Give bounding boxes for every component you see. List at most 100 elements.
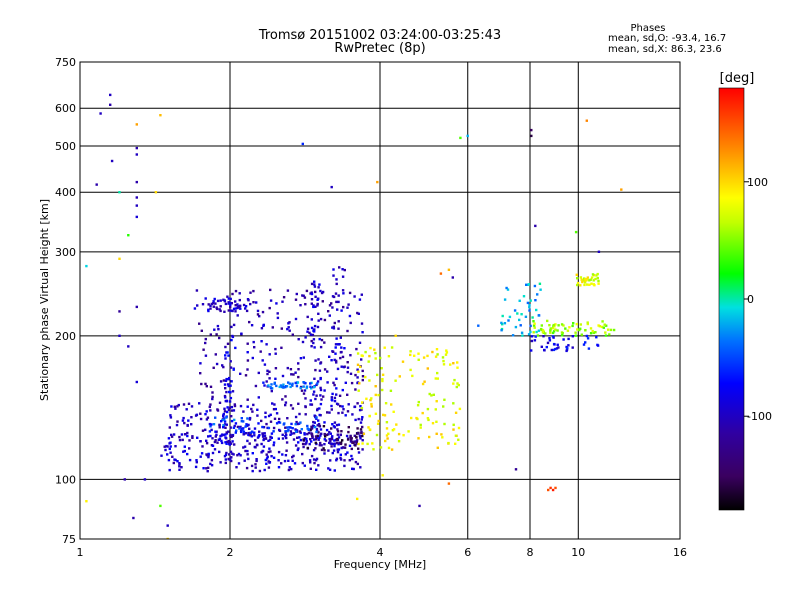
data-point [324,439,328,442]
data-point [319,441,322,445]
data-point [576,328,579,331]
data-point [441,436,444,439]
data-point [307,431,311,435]
data-point [376,422,380,425]
data-point [302,381,305,384]
data-point [608,333,611,336]
data-point [248,427,251,430]
data-point [370,397,373,400]
data-point [329,432,332,435]
data-point [333,396,337,400]
data-point [518,299,521,302]
data-point [295,429,299,432]
data-point [295,420,298,424]
data-point [546,341,550,345]
data-point [265,462,268,465]
data-point [228,390,231,394]
data-point [595,336,598,339]
y-tick-label: 750 [55,56,76,69]
data-point [426,367,429,370]
data-point [349,354,352,357]
data-point [356,311,359,315]
data-point [333,469,336,472]
data-point [257,396,260,399]
data-point [222,426,225,429]
data-point [520,331,524,334]
data-point [361,401,364,404]
data-point [507,319,510,322]
data-point [220,439,223,443]
data-point [292,373,295,376]
data-point [234,300,237,303]
data-point [202,348,205,351]
data-point [335,278,338,281]
data-point [330,404,333,408]
data-point [178,462,181,466]
data-point [527,333,531,336]
data-point [214,430,217,433]
data-point [224,436,227,439]
data-point [210,428,213,432]
data-point [211,302,215,305]
data-point [579,284,582,287]
data-point [607,328,610,331]
data-point [451,276,454,279]
data-point [311,436,314,440]
data-point [223,407,226,410]
data-point [417,352,420,355]
data-point [251,469,254,473]
data-point [332,268,335,271]
data-point [349,439,353,442]
data-point [282,423,285,426]
data-point [319,317,323,321]
data-point [213,440,217,444]
data-point [348,444,352,447]
data-point [338,441,341,444]
data-point [212,300,215,303]
data-point [422,356,426,359]
data-point [223,420,227,423]
data-point [246,398,249,401]
data-point [545,345,548,349]
data-point [571,346,574,349]
data-point [227,440,231,443]
x-tick-label: 16 [673,546,687,559]
data-point [585,119,588,122]
data-point [252,301,255,304]
data-point [191,436,194,439]
data-point [226,383,230,386]
data-point [350,447,353,451]
data-point [332,449,336,452]
data-point [246,453,249,456]
data-point [109,93,112,97]
data-point [229,426,232,429]
data-point [346,366,350,369]
data-point [548,324,551,327]
data-point [358,382,361,385]
data-point [313,377,316,380]
data-point [447,482,451,485]
data-point [333,358,336,362]
data-point [301,294,304,297]
data-point [188,447,191,450]
data-point [598,325,601,328]
data-point [254,466,257,469]
data-point [240,420,243,423]
data-point [353,295,356,298]
data-point [366,442,369,446]
data-point [298,412,301,416]
data-point [227,408,231,411]
data-point [236,303,239,306]
data-point [594,277,597,281]
data-point [305,437,308,441]
data-point [441,356,445,359]
data-point [316,382,319,385]
data-point [184,433,187,436]
data-point [344,443,347,446]
data-point [237,462,241,465]
data-point [265,380,268,383]
data-point [514,468,518,471]
data-point [261,449,265,453]
data-point [373,348,376,351]
data-point [340,430,343,433]
